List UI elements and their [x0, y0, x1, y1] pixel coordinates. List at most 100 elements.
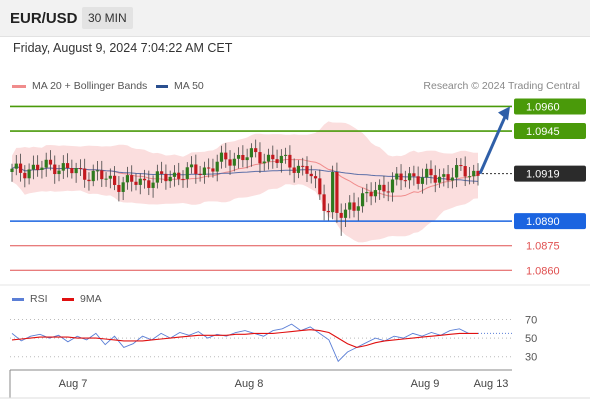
- candle-body: [155, 171, 159, 183]
- target-arrow-shaft: [478, 113, 508, 175]
- candle-body: [395, 173, 399, 180]
- candle-body: [168, 176, 172, 182]
- candle-body: [309, 173, 313, 177]
- candle-body: [292, 167, 296, 173]
- candle-body: [284, 154, 288, 156]
- candle-body: [215, 161, 219, 172]
- candle-body: [18, 163, 23, 173]
- candle-body: [266, 154, 271, 162]
- candle-body: [164, 173, 168, 182]
- candle-body: [40, 167, 44, 170]
- candle-body: [442, 174, 446, 177]
- candle-body: [245, 157, 249, 161]
- candle-body: [356, 206, 360, 211]
- candle-body: [10, 168, 14, 172]
- candle-body: [130, 175, 134, 182]
- candle-body: [399, 173, 403, 181]
- candle-body: [352, 202, 356, 211]
- candle-body: [249, 148, 254, 158]
- candle-body: [14, 163, 18, 169]
- candle-body: [425, 168, 429, 178]
- rsi-tick-30: 30: [525, 352, 537, 364]
- candle-body: [228, 159, 232, 166]
- rsi-series-RSI: [11, 323, 478, 363]
- candle-body: [360, 193, 365, 207]
- candle-body: [275, 159, 279, 164]
- candle-body: [429, 168, 433, 176]
- candle-body: [78, 168, 83, 170]
- candle-body: [463, 166, 467, 177]
- candle-body: [343, 209, 348, 218]
- candle-body: [301, 165, 305, 167]
- candle-body: [258, 152, 262, 164]
- candle-body: [288, 154, 292, 168]
- legend-ma20-label: MA 20 + Bollinger Bands: [32, 80, 148, 92]
- timestamp: Friday, August 9, 2024 7:04:22 AM CET: [13, 41, 233, 55]
- candle-body: [313, 176, 318, 179]
- ma50-swatch: [156, 84, 168, 88]
- current-price-tag: [514, 165, 586, 182]
- resistance-label-1.0960: 1.0960: [526, 101, 560, 113]
- candle-body: [202, 167, 206, 176]
- legend-ma50-label: MA 50: [174, 80, 204, 92]
- candle-body: [121, 182, 125, 192]
- support-label-1.0875: 1.0875: [526, 241, 560, 253]
- candle-body: [48, 159, 53, 165]
- candle-body: [420, 177, 425, 184]
- candle-body: [467, 176, 472, 178]
- candle-body: [87, 179, 91, 182]
- candle-body: [403, 180, 407, 182]
- legend-ma20: MA 20 + Bollinger Bands: [12, 80, 147, 92]
- candle-body: [407, 173, 412, 181]
- candle-body: [125, 175, 130, 183]
- candle-body: [373, 190, 377, 197]
- candle-body: [326, 210, 330, 213]
- candle-body: [232, 158, 236, 166]
- candle-body: [198, 173, 202, 176]
- rsi-swatch: [12, 297, 24, 301]
- candle-body: [459, 165, 463, 167]
- pivot-label-1.0890: 1.0890: [526, 216, 560, 228]
- legend-ma50: MA 50: [156, 80, 204, 92]
- candle-body: [138, 178, 142, 185]
- candle-body: [194, 164, 198, 174]
- candle-body: [211, 168, 215, 172]
- candle-body: [181, 178, 185, 180]
- candle-body: [108, 175, 112, 179]
- candle-body: [348, 202, 352, 210]
- candle-body: [151, 182, 155, 188]
- candle-body: [44, 159, 48, 168]
- candle-body: [147, 180, 151, 188]
- candle-body: [95, 170, 100, 172]
- x-tick-Aug-13: Aug 13: [474, 378, 509, 390]
- candle-body: [27, 169, 31, 179]
- header-bar: EUR/USD 30 MIN: [0, 0, 590, 37]
- x-tick-Aug-8: Aug 8: [235, 378, 264, 390]
- support-label-1.0860: 1.0860: [526, 265, 560, 277]
- candle-body: [23, 172, 27, 179]
- candle-body: [433, 175, 437, 183]
- candle-body: [36, 164, 40, 170]
- candle-body: [104, 178, 108, 180]
- candle-body: [437, 176, 442, 183]
- candle-body: [450, 177, 454, 181]
- candle-body: [476, 170, 480, 176]
- legend-rsi-label: RSI: [30, 293, 48, 305]
- x-tick-Aug-7: Aug 7: [59, 378, 88, 390]
- current-price-label: 1.0919: [526, 169, 560, 181]
- candle-body: [455, 165, 459, 178]
- candle-body: [172, 172, 177, 177]
- candle-body: [254, 148, 258, 153]
- candle-body: [134, 181, 138, 185]
- ma20-swatch: [12, 84, 26, 88]
- candle-body: [378, 184, 382, 191]
- candle-body: [177, 172, 181, 179]
- target-arrow-head: [498, 106, 510, 121]
- candle-body: [386, 191, 390, 193]
- candle-body: [207, 167, 211, 169]
- timeframe-button[interactable]: 30 MIN: [82, 7, 133, 29]
- rsi-tick-70: 70: [525, 314, 537, 326]
- candle-body: [189, 164, 194, 168]
- pivot-tag-1.0890: [514, 213, 586, 230]
